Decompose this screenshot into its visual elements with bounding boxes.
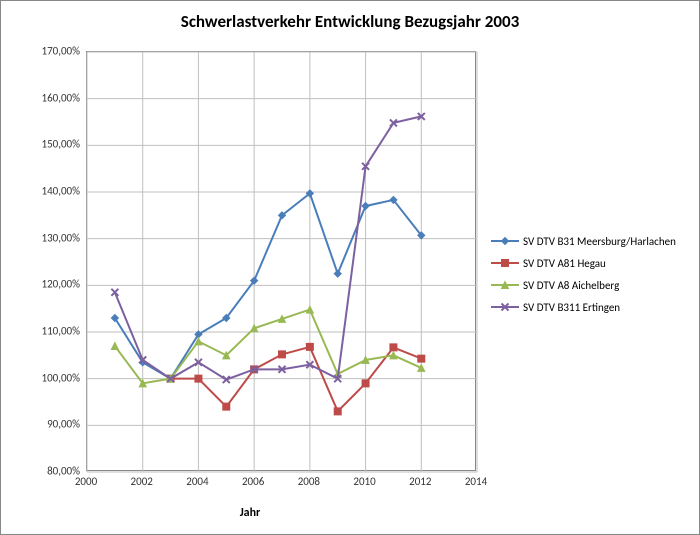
legend-label: SV DTV B311 Ertingen	[523, 301, 620, 314]
x-tick-label: 2014	[465, 475, 487, 488]
plot-area	[86, 51, 476, 471]
legend-item: SV DTV A8 Aichelberg	[491, 278, 676, 292]
x-tick-label: 2010	[353, 475, 375, 488]
x-tick-label: 2002	[131, 475, 153, 488]
chart-title: Schwerlastverkehr Entwicklung Bezugsjahr…	[1, 11, 699, 32]
legend-item: SV DTV B311 Ertingen	[491, 300, 676, 314]
legend-swatch	[491, 256, 519, 270]
y-tick-label: 110,00%	[42, 325, 80, 338]
y-tick-label: 160,00%	[42, 91, 80, 104]
legend-item: SV DTV B31 Meersburg/Harlachen	[491, 234, 676, 248]
y-tick-label: 130,00%	[42, 231, 80, 244]
x-tick-label: 2012	[409, 475, 431, 488]
y-tick-label: 140,00%	[42, 185, 80, 198]
legend-label: SV DTV A8 Aichelberg	[523, 279, 619, 292]
legend-label: SV DTV B31 Meersburg/Harlachen	[523, 235, 676, 248]
legend-swatch	[491, 278, 519, 292]
x-tick-label: 2004	[186, 475, 208, 488]
y-tick-label: 120,00%	[42, 278, 80, 291]
plot-svg	[87, 52, 477, 472]
x-tick-label: 2006	[242, 475, 264, 488]
y-tick-label: 90,00%	[47, 418, 80, 431]
legend-swatch	[491, 234, 519, 248]
legend-swatch	[491, 300, 519, 314]
y-tick-label: 150,00%	[42, 138, 80, 151]
x-axis-label: Jahr	[1, 506, 499, 520]
legend-label: SV DTV A81 Hegau	[523, 257, 606, 270]
x-tick-label: 2008	[298, 475, 320, 488]
x-tick-label: 2000	[75, 475, 97, 488]
legend: SV DTV B31 Meersburg/Harlachen SV DTV A81…	[491, 226, 676, 322]
y-tick-label: 170,00%	[42, 45, 80, 58]
chart-container: Schwerlastverkehr Entwicklung Bezugsjahr…	[0, 0, 700, 535]
y-tick-label: 100,00%	[42, 371, 80, 384]
legend-item: SV DTV A81 Hegau	[491, 256, 676, 270]
